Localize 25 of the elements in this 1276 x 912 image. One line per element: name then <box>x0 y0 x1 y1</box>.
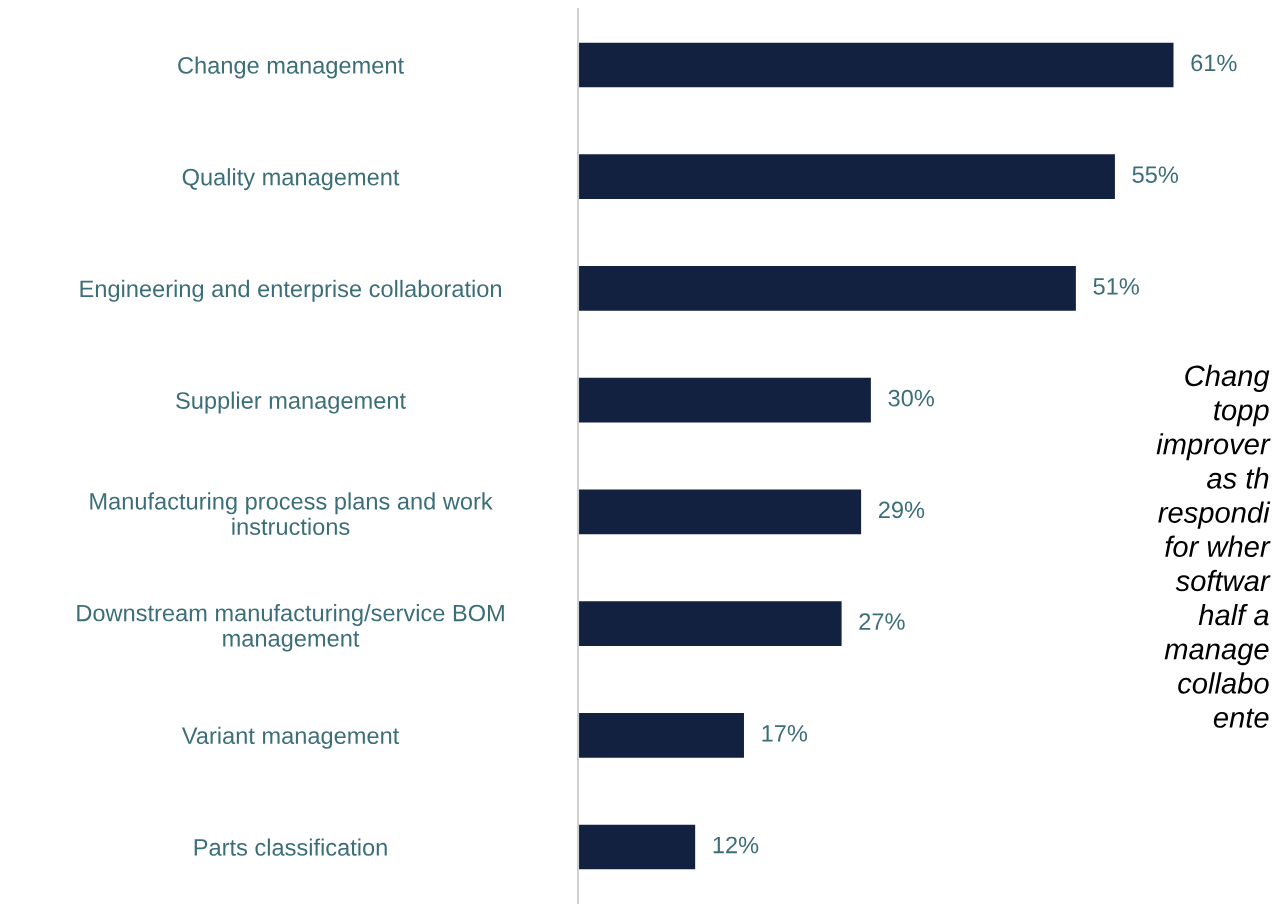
bar <box>578 266 1076 311</box>
bar <box>578 154 1115 200</box>
data-label: 51% <box>1093 278 1139 295</box>
bar <box>578 377 871 423</box>
y-tick-label: Downstream manufacturing/service BOM management <box>77 604 504 652</box>
bar <box>578 601 842 646</box>
data-label: 17% <box>762 725 808 742</box>
text: Chang topp improver as th respondi for wher softwar half a manage collabo ente <box>1156 364 1271 728</box>
data-label: 61% <box>1191 54 1237 72</box>
data-label: 27% <box>859 613 905 630</box>
y-tick-label: Parts classification <box>194 838 387 856</box>
data-label: 29% <box>878 501 925 519</box>
bar <box>578 42 1174 88</box>
bar <box>578 824 696 870</box>
y-tick-label: Quality management <box>182 168 400 191</box>
data-label: 30% <box>888 389 934 407</box>
y-tick-label: Manufacturing process plans and work instructions <box>90 492 493 536</box>
data-label: 55% <box>1132 166 1179 184</box>
y-tick-label: Supplier management <box>176 391 406 414</box>
data-label: 12% <box>713 836 759 854</box>
y-tick-label: Engineering and enterprise collaboration <box>80 279 501 302</box>
bar <box>578 489 862 535</box>
y-tick-label: Variant management <box>181 726 400 749</box>
bar <box>578 712 744 758</box>
y-tick-label: Change management <box>178 56 404 79</box>
